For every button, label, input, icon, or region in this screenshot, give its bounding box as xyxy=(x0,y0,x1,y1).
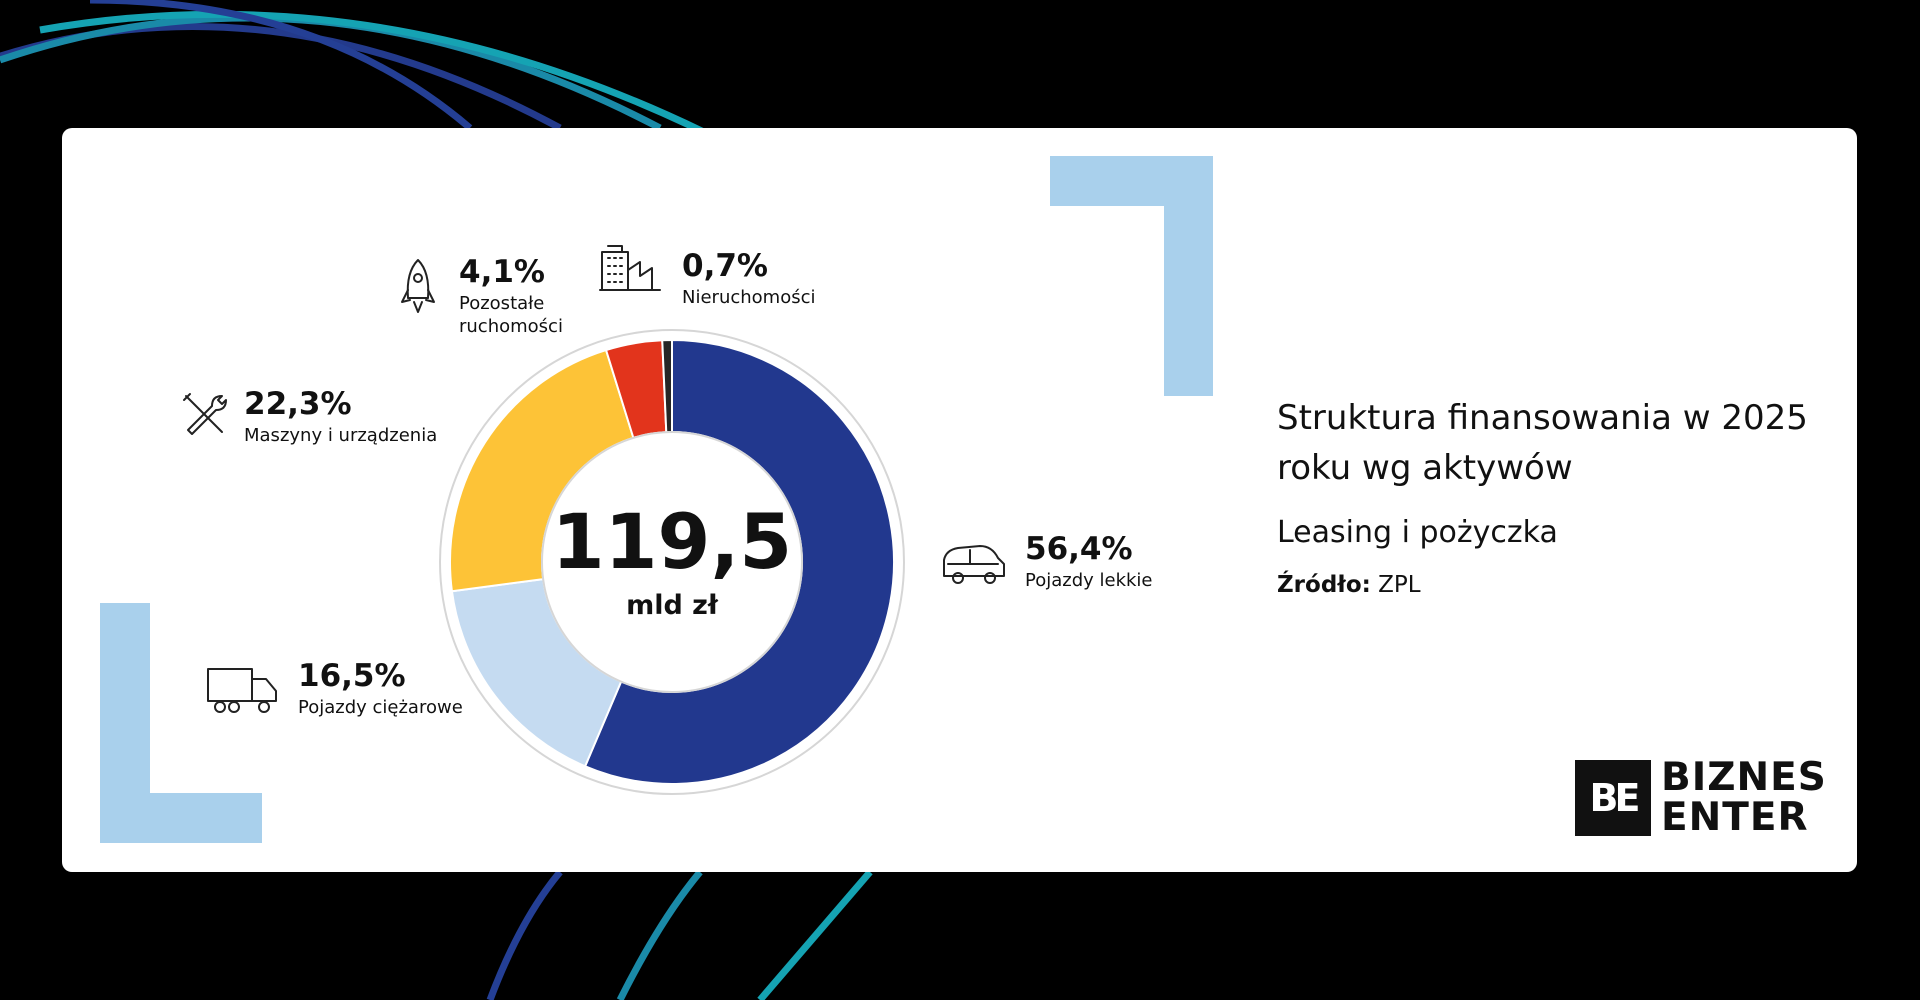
logo-line-2: ENTER xyxy=(1661,795,1809,840)
value-label: 0,7% xyxy=(682,248,768,284)
logo-mark: BE xyxy=(1575,760,1651,836)
label-pojazdy-lekkie: 56,4% Pojazdy lekkie xyxy=(1025,531,1153,591)
corner-bracket-bottom xyxy=(100,603,262,843)
category-label: Pozostałe xyxy=(459,293,544,314)
donut-slice-pojazdy-ciężarowe xyxy=(450,577,623,768)
value-label: 22,3% xyxy=(244,386,352,422)
source-note: Źródło: ZPL xyxy=(1277,572,1837,598)
label-pojazdy-ciezarowe: 16,5% Pojazdy ciężarowe xyxy=(298,658,463,718)
tools-icon xyxy=(183,393,227,435)
center-value: 119,5 xyxy=(552,497,792,586)
category-label: Pojazdy ciężarowe xyxy=(298,697,463,718)
source-label: Źródło: xyxy=(1277,572,1371,598)
building-icon xyxy=(599,245,661,291)
info-panel: Struktura finansowania w 2025 roku wg ak… xyxy=(1277,393,1837,598)
category-label: Nieruchomości xyxy=(682,287,816,308)
category-label: ruchomości xyxy=(459,316,563,337)
label-maszyny: 22,3% Maszyny i urządzenia xyxy=(244,386,437,446)
center-unit: mld zł xyxy=(626,590,719,621)
corner-bracket-top xyxy=(1050,156,1213,396)
category-label: Pojazdy lekkie xyxy=(1025,570,1153,591)
value-label: 16,5% xyxy=(298,658,406,694)
biznes-enter-logo: BE BIZNES ENTER xyxy=(1575,758,1827,838)
donut-outer-ring xyxy=(439,329,905,795)
category-label: Maszyny i urządzenia xyxy=(244,425,437,446)
logo-wordmark: BIZNES ENTER xyxy=(1661,758,1827,838)
donut-chart: 119,5 mld zł xyxy=(100,156,1213,843)
value-label: 4,1% xyxy=(459,254,545,290)
chart-card: 119,5 mld zł xyxy=(62,128,1857,872)
value-label: 56,4% xyxy=(1025,531,1133,567)
label-nieruchomosci: 0,7% Nieruchomości xyxy=(682,248,816,308)
car-icon xyxy=(943,545,1005,584)
chart-subtitle: Leasing i pożyczka xyxy=(1277,515,1558,550)
logo-line-1: BIZNES xyxy=(1661,755,1827,800)
label-pozostale-ruchomosci: 4,1% Pozostałe ruchomości xyxy=(459,254,563,337)
chart-title: Struktura finansowania w 2025 roku wg ak… xyxy=(1277,398,1808,488)
donut-inner-ring xyxy=(541,431,803,693)
truck-icon xyxy=(207,668,277,713)
source-value: ZPL xyxy=(1378,572,1421,598)
rocket-icon xyxy=(401,259,435,313)
